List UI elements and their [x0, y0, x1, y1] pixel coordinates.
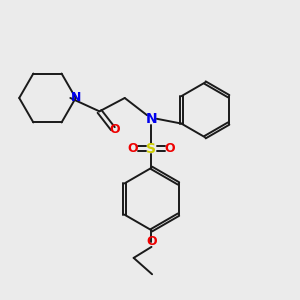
Text: O: O	[165, 142, 175, 155]
Text: O: O	[109, 123, 120, 136]
Text: S: S	[146, 142, 157, 155]
Text: N: N	[70, 92, 81, 104]
Text: N: N	[146, 112, 157, 126]
Text: O: O	[128, 142, 138, 155]
Text: O: O	[146, 235, 157, 248]
